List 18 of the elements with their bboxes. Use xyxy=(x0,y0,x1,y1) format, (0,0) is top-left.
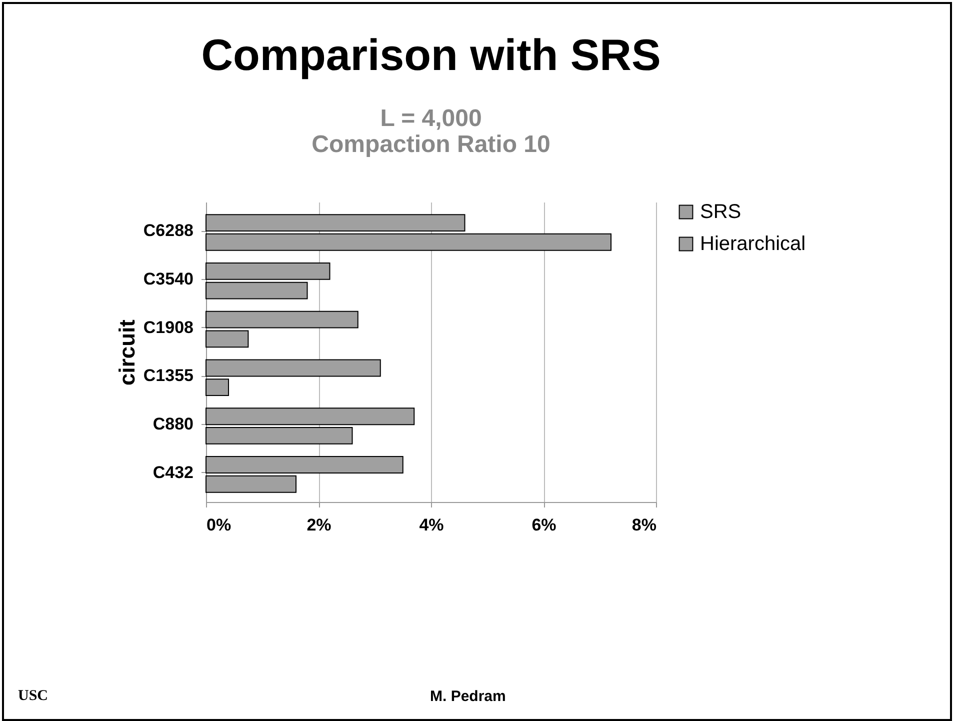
y-tick-label: C1355 xyxy=(143,366,194,386)
y-tick-label: C880 xyxy=(152,414,194,434)
x-tick-label: 6% xyxy=(532,516,556,534)
legend-label: SRS xyxy=(700,201,742,223)
x-tick-label: 8% xyxy=(632,516,656,534)
legend-label: Hierarchical xyxy=(700,233,806,255)
x-tick-label: 2% xyxy=(306,516,332,534)
x-tick-label: 0% xyxy=(206,516,232,534)
chart-subtitle: L = 4,000 Compaction Ratio 10 xyxy=(312,105,550,158)
y-tick-label: C1908 xyxy=(143,318,194,337)
y-tick-label: C432 xyxy=(152,462,194,482)
y-axis-title: circuit xyxy=(114,318,140,386)
text: M. Pedram xyxy=(430,688,506,705)
chart-title: Comparison with SRS xyxy=(201,31,661,80)
x-tick-label: 4% xyxy=(419,516,444,534)
y-tick-label: C3540 xyxy=(143,269,194,288)
y-tick-label: C6288 xyxy=(143,221,194,240)
text: USC xyxy=(18,688,48,705)
